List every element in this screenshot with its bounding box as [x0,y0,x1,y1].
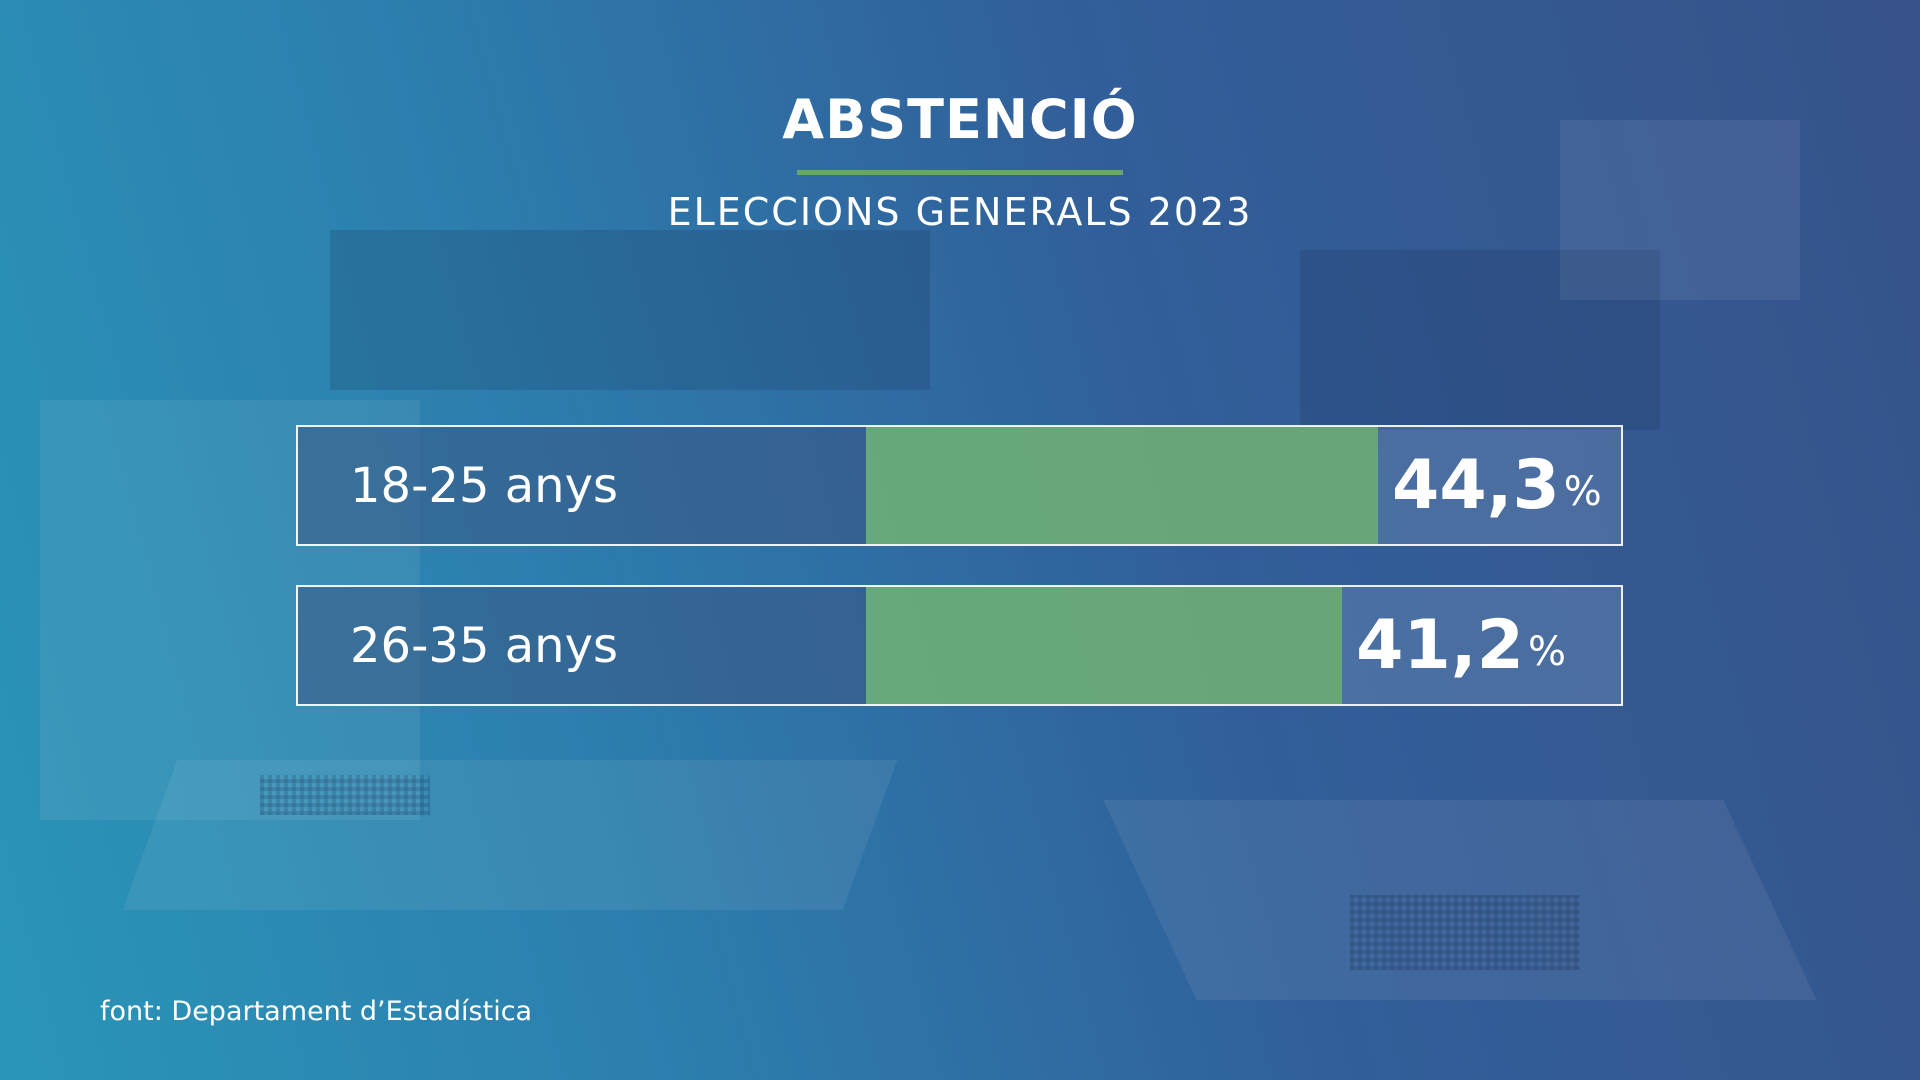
source-note: font: Departament d’Estadística [100,996,533,1027]
bar-row: 26-35 anys 41,2% [296,585,1623,706]
chart-title: ABSTENCIÓ [782,88,1138,151]
bar [866,427,1378,544]
category-label: 18-25 anys [350,457,618,514]
data-label: 44,3% [1392,427,1602,544]
data-label-value: 44,3 [1392,446,1560,525]
bar [866,587,1343,704]
bar-row: 18-25 anys 44,3% [296,425,1623,546]
data-label: 41,2% [1356,587,1566,704]
data-label-unit: % [1563,468,1602,515]
bar-row-label-panel [298,587,866,704]
data-label-value: 41,2 [1356,606,1524,685]
category-label: 26-35 anys [350,617,618,674]
data-label-unit: % [1527,628,1566,675]
bar-row-label-panel [298,427,866,544]
title-underline [797,170,1123,175]
chart-subtitle: ELECCIONS GENERALS 2023 [667,190,1253,234]
